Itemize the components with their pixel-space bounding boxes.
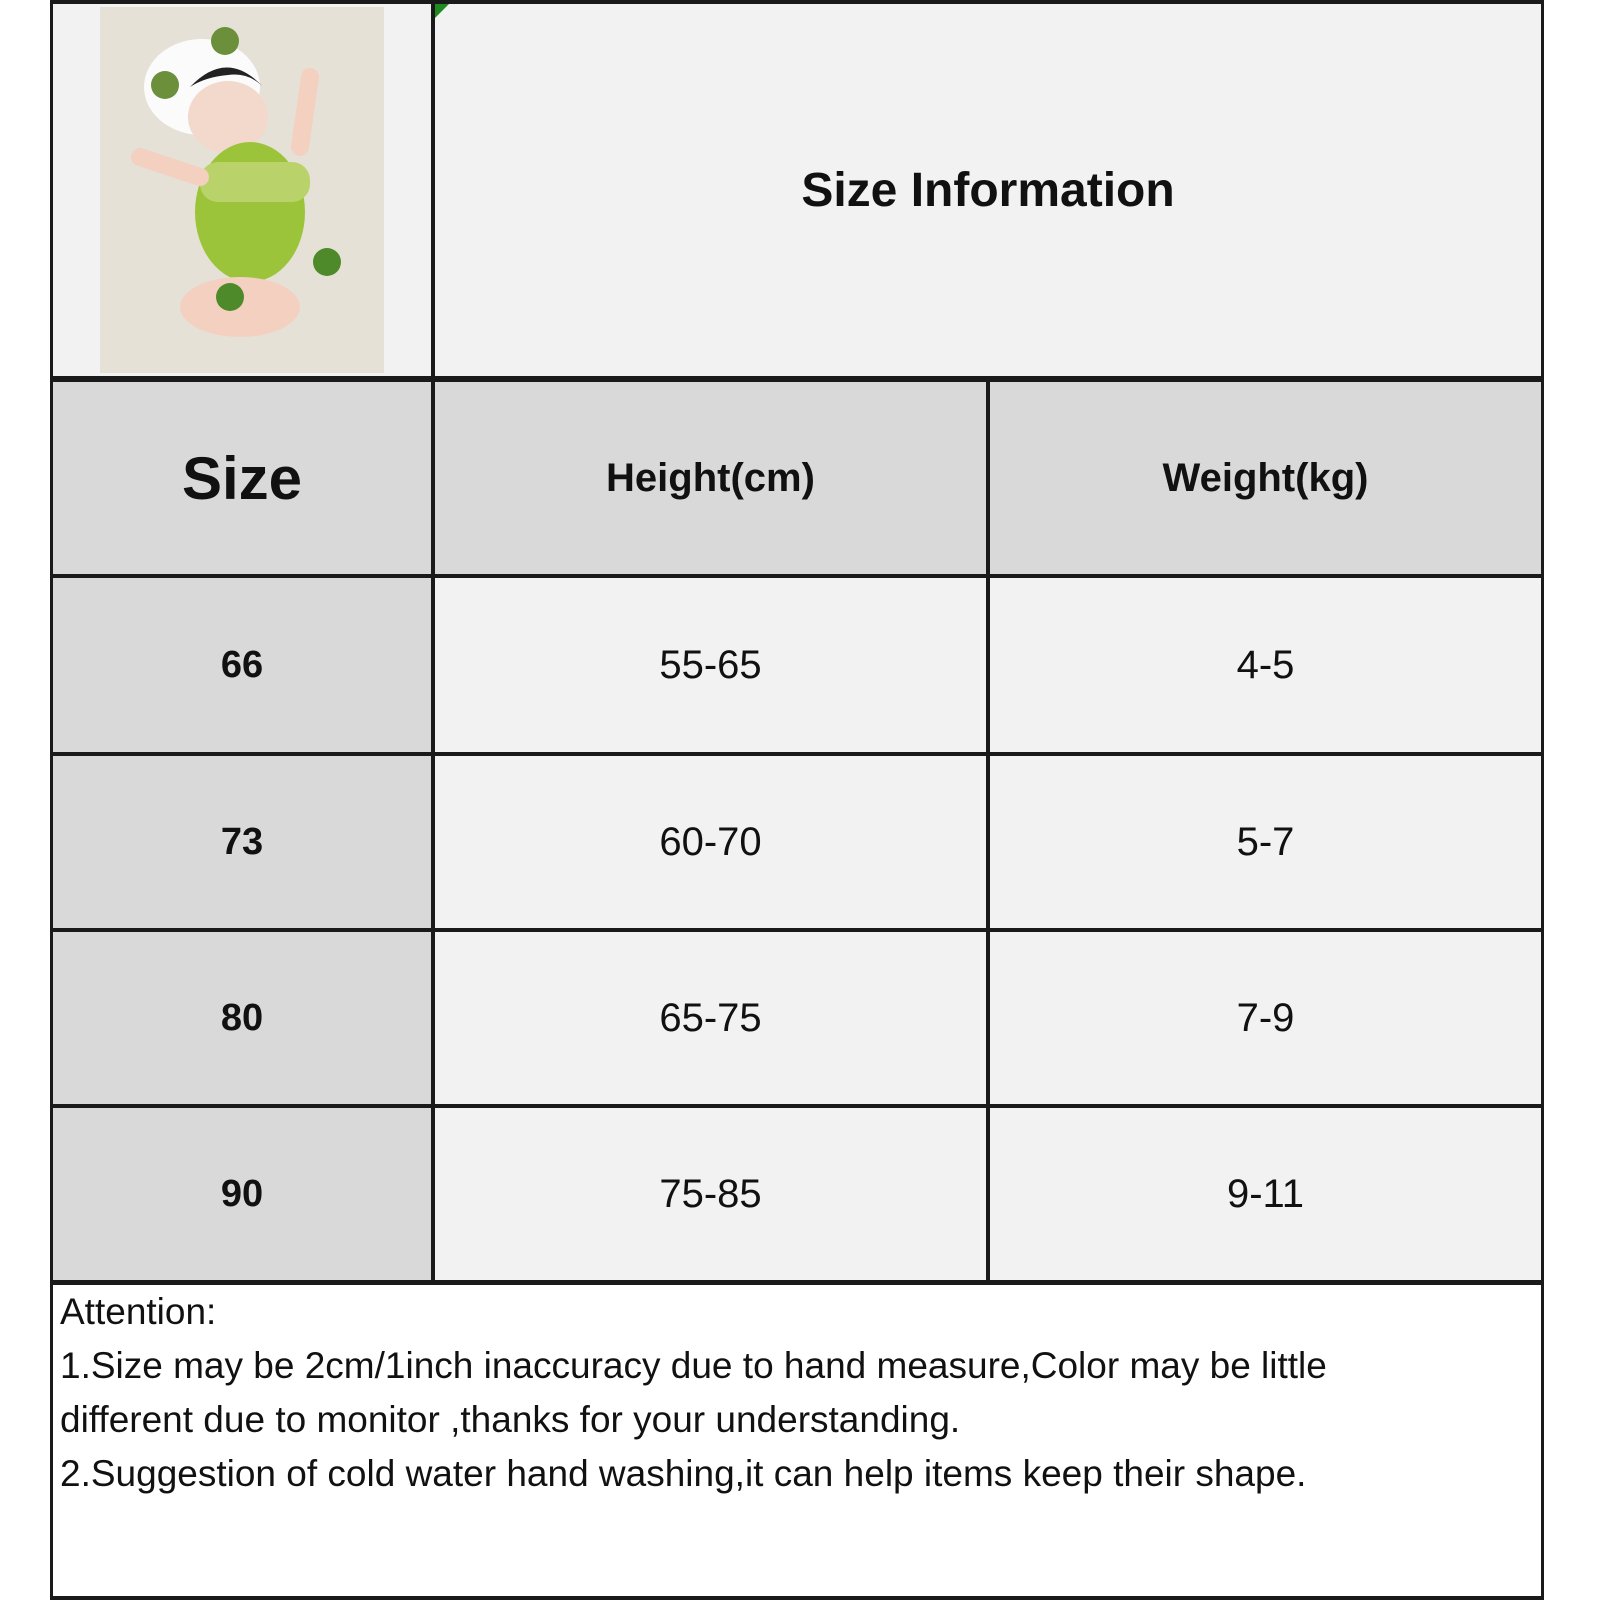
product-photo — [100, 7, 384, 373]
photo-cell — [53, 4, 431, 376]
divider-row — [50, 1280, 1544, 1285]
border-bottom — [50, 1596, 1544, 1600]
divider-row — [50, 752, 1544, 756]
notes-heading: Attention: — [60, 1291, 217, 1332]
border-left — [50, 0, 53, 1600]
border-right — [1541, 0, 1544, 1600]
notes-line-2: different due to monitor ,thanks for you… — [60, 1399, 961, 1440]
divider-col2 — [986, 378, 990, 1282]
notes-line-3: 2.Suggestion of cold water hand washing,… — [60, 1453, 1307, 1494]
notes-line-1: 1.Size may be 2cm/1inch inaccuracy due t… — [60, 1345, 1327, 1386]
divider-col1 — [431, 0, 435, 1282]
height-cell: 55-65 — [435, 578, 986, 752]
size-cell: 66 — [53, 578, 431, 752]
header-size: Size — [53, 382, 431, 574]
divider-row — [50, 928, 1544, 932]
weight-cell: 9-11 — [990, 1108, 1541, 1280]
attention-notes: Attention: 1.Size may be 2cm/1inch inacc… — [60, 1285, 1530, 1501]
height-cell: 65-75 — [435, 932, 986, 1104]
divider-row — [50, 574, 1544, 578]
weight-cell: 7-9 — [990, 932, 1541, 1104]
size-cell: 73 — [53, 756, 431, 928]
size-cell: 90 — [53, 1108, 431, 1280]
divider-row — [50, 1104, 1544, 1108]
corner-marker-icon — [435, 4, 449, 18]
height-cell: 60-70 — [435, 756, 986, 928]
divider-row — [50, 376, 1544, 382]
page-title: Size Information — [435, 4, 1541, 376]
height-cell: 75-85 — [435, 1108, 986, 1280]
weight-cell: 5-7 — [990, 756, 1541, 928]
weight-cell: 4-5 — [990, 578, 1541, 752]
border-top — [50, 0, 1544, 4]
header-height: Height(cm) — [435, 382, 986, 574]
header-weight: Weight(kg) — [990, 382, 1541, 574]
size-cell: 80 — [53, 932, 431, 1104]
